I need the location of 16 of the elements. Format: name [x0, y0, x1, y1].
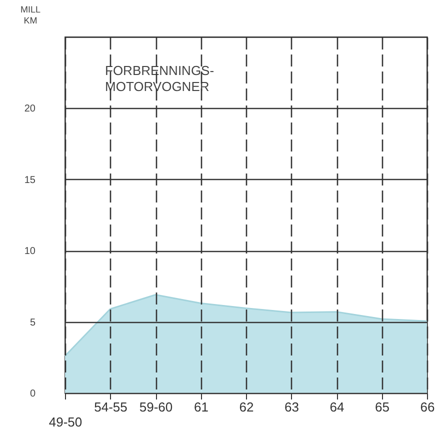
- y-tick-label: 20: [24, 104, 36, 115]
- x-tick-label: 59-60: [139, 400, 173, 414]
- y-tick-label: 15: [24, 174, 36, 186]
- x-tick-label: 66: [420, 400, 435, 414]
- annotation: FORBRENNINGS-MOTORVOGNER: [105, 63, 214, 94]
- x-tick-label: 61: [194, 400, 208, 414]
- y-tick-label: 10: [24, 246, 36, 258]
- y-tick-label: 0: [30, 388, 36, 400]
- x-tick-label: 54-55: [94, 400, 128, 414]
- x-tick-label: 62: [239, 400, 254, 414]
- y-tick-label: 5: [30, 317, 36, 328]
- x-tick-label: 65: [375, 400, 390, 414]
- x-tick-label: 64: [330, 400, 344, 414]
- x-tick-label: 63: [284, 400, 299, 414]
- x-tick-label: 49-50: [48, 414, 82, 430]
- y-axis-title: MILL KM: [20, 4, 41, 26]
